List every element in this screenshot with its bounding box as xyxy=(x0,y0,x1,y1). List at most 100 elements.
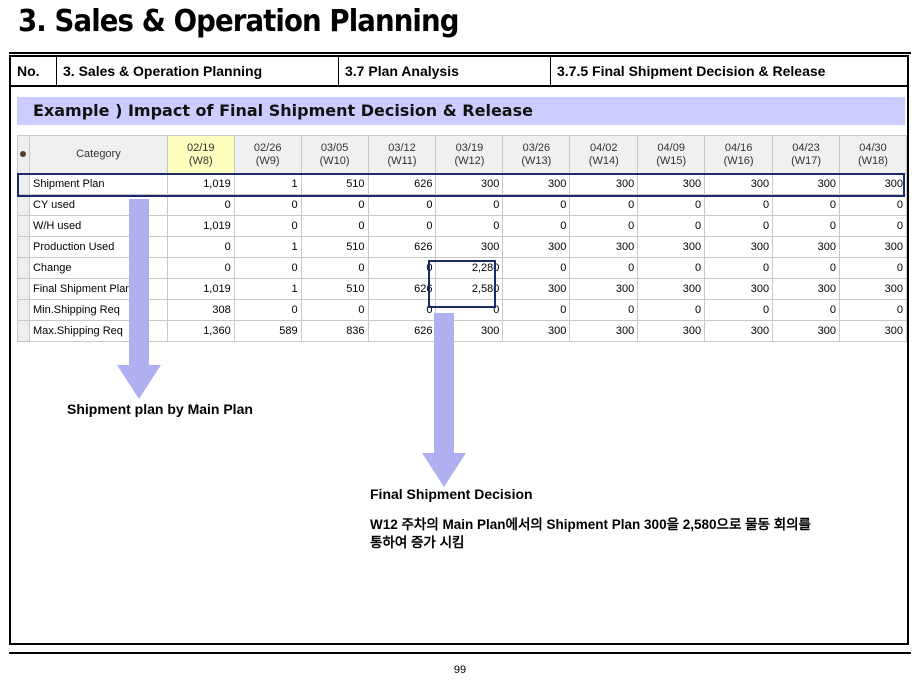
row-selector[interactable] xyxy=(17,236,30,258)
week-header: 04/02 (W14) xyxy=(569,135,639,174)
table-cell: 300 xyxy=(637,320,706,342)
week-header: 03/12 (W11) xyxy=(367,135,437,174)
table-cell: 0 xyxy=(839,299,907,321)
table-cell: 836 xyxy=(300,320,369,342)
table-cell: 300 xyxy=(839,278,907,300)
table-cell: 300 xyxy=(772,320,840,342)
table-cell: 308 xyxy=(166,299,235,321)
table-cell: 300 xyxy=(569,278,639,300)
row-selector[interactable] xyxy=(17,194,30,216)
table-cell: 1 xyxy=(233,236,302,258)
table-cell: 0 xyxy=(502,215,571,237)
shipment-table: Category 02/19 (W8) 02/26 (W9) 03/05 (W10) … xyxy=(17,135,907,342)
week-header: 04/09 (W15) xyxy=(637,135,706,174)
table-cell: 300 xyxy=(772,278,840,300)
table-cell: 626 xyxy=(367,320,437,342)
table-header-row: Category 02/19 (W8) 02/26 (W9) 03/05 (W10) … xyxy=(17,135,907,174)
row-selector[interactable] xyxy=(17,278,30,300)
shipment-plan-highlight xyxy=(17,173,905,197)
header-topic: 3.7.5 Final Shipment Decision & Release xyxy=(557,63,826,79)
table-cell: 510 xyxy=(300,278,369,300)
week-header: 02/26 (W9) xyxy=(233,135,302,174)
row-selector[interactable] xyxy=(17,320,30,342)
table-cell: 0 xyxy=(704,257,774,279)
table-cell: 0 xyxy=(637,194,706,216)
row-selector[interactable] xyxy=(17,299,30,321)
table-cell: 300 xyxy=(637,278,706,300)
table-cell: 300 xyxy=(435,236,504,258)
table-cell: 0 xyxy=(233,194,302,216)
final-decision-title: Final Shipment Decision xyxy=(370,486,533,502)
table-cell: 0 xyxy=(772,215,840,237)
table-cell: 300 xyxy=(569,320,639,342)
table-cell: 300 xyxy=(704,278,774,300)
example-title: Example ) Impact of Final Shipment Decis… xyxy=(33,101,533,120)
table-cell: 0 xyxy=(300,215,369,237)
table-row[interactable]: Shipment Plan 1,019 1 510 626 300 300 300 300 300… xyxy=(17,173,907,195)
final-decision-line-1: W12 주차의 Main Plan에서의 Shipment Plan 300을 … xyxy=(370,517,811,532)
table-row[interactable]: Production Used 0 1 510 626 300 300 300 300 300 30… xyxy=(17,236,907,258)
table-cell: 0 xyxy=(637,257,706,279)
example-title-bar: Example ) Impact of Final Shipment Decis… xyxy=(17,97,905,125)
header-section: 3. Sales & Operation Planning xyxy=(57,57,339,85)
table-cell: 626 xyxy=(367,236,437,258)
bottom-rule xyxy=(9,652,911,654)
header-subsection: 3.7 Plan Analysis xyxy=(339,57,551,85)
table-cell: 0 xyxy=(569,299,639,321)
table-cell: 0 xyxy=(772,257,840,279)
page-number: 99 xyxy=(453,664,467,676)
header-no: No. xyxy=(11,57,57,85)
week-header: 04/16 (W16) xyxy=(704,135,774,174)
table-cell: 0 xyxy=(300,194,369,216)
final-decision-arrow-head xyxy=(422,453,466,487)
table-cell: 0 xyxy=(502,299,571,321)
table-cell: 0 xyxy=(166,194,235,216)
table-cell: 300 xyxy=(569,236,639,258)
table-cell: 0 xyxy=(367,299,437,321)
table-row[interactable]: Change 0 0 0 0 2,280 0 0 0 0 0 0 xyxy=(17,257,907,279)
top-rule xyxy=(9,52,911,54)
table-row[interactable]: Max.Shipping Req 1,360 589 836 626 300 300 300 3… xyxy=(17,320,907,342)
table-cell: 626 xyxy=(367,278,437,300)
table-cell: 0 xyxy=(839,194,907,216)
table-cell: 0 xyxy=(704,215,774,237)
final-decision-line-2: 통하여 증가 시킴 xyxy=(370,535,465,550)
table-cell: 0 xyxy=(367,194,437,216)
table-cell: 0 xyxy=(839,215,907,237)
table-row[interactable]: CY used 0 0 0 0 0 0 0 0 0 0 0 xyxy=(17,194,907,216)
table-cell: 0 xyxy=(569,194,639,216)
table-cell: 0 xyxy=(637,215,706,237)
table-cell: 300 xyxy=(704,236,774,258)
row-selector[interactable] xyxy=(17,257,30,279)
table-cell: 0 xyxy=(502,257,571,279)
row-selector-header[interactable] xyxy=(17,135,30,174)
table-cell: 0 xyxy=(233,215,302,237)
table-cell: 0 xyxy=(367,215,437,237)
week-header: 02/19 (W8) xyxy=(166,135,235,174)
table-cell: 0 xyxy=(166,257,235,279)
table-cell: 0 xyxy=(435,215,504,237)
table-cell: 300 xyxy=(502,236,571,258)
table-cell: 1,019 xyxy=(166,278,235,300)
table-cell: 300 xyxy=(839,236,907,258)
table-cell: 1,019 xyxy=(166,215,235,237)
table-cell: 300 xyxy=(502,320,571,342)
table-row[interactable]: W/H used 1,019 0 0 0 0 0 0 0 0 0 0 xyxy=(17,215,907,237)
table-cell: 1 xyxy=(233,278,302,300)
header-row: No. 3. Sales & Operation Planning 3.7 Pl… xyxy=(11,57,907,87)
table-cell: 0 xyxy=(704,299,774,321)
table-cell: 0 xyxy=(233,299,302,321)
table-cell: 0 xyxy=(300,299,369,321)
category-header: Category xyxy=(28,135,168,174)
week-header: 03/19 (W12) xyxy=(435,135,504,174)
week-header: 04/23 (W17) xyxy=(772,135,840,174)
w12-change-highlight xyxy=(428,260,496,308)
main-plan-arrow-shaft xyxy=(129,199,149,367)
table-cell: 300 xyxy=(502,278,571,300)
content-frame: No. 3. Sales & Operation Planning 3.7 Pl… xyxy=(9,55,909,645)
table-cell: 0 xyxy=(772,299,840,321)
main-plan-arrow-head xyxy=(117,365,161,399)
table-cell: 0 xyxy=(367,257,437,279)
row-selector[interactable] xyxy=(17,215,30,237)
table-cell: 0 xyxy=(772,194,840,216)
